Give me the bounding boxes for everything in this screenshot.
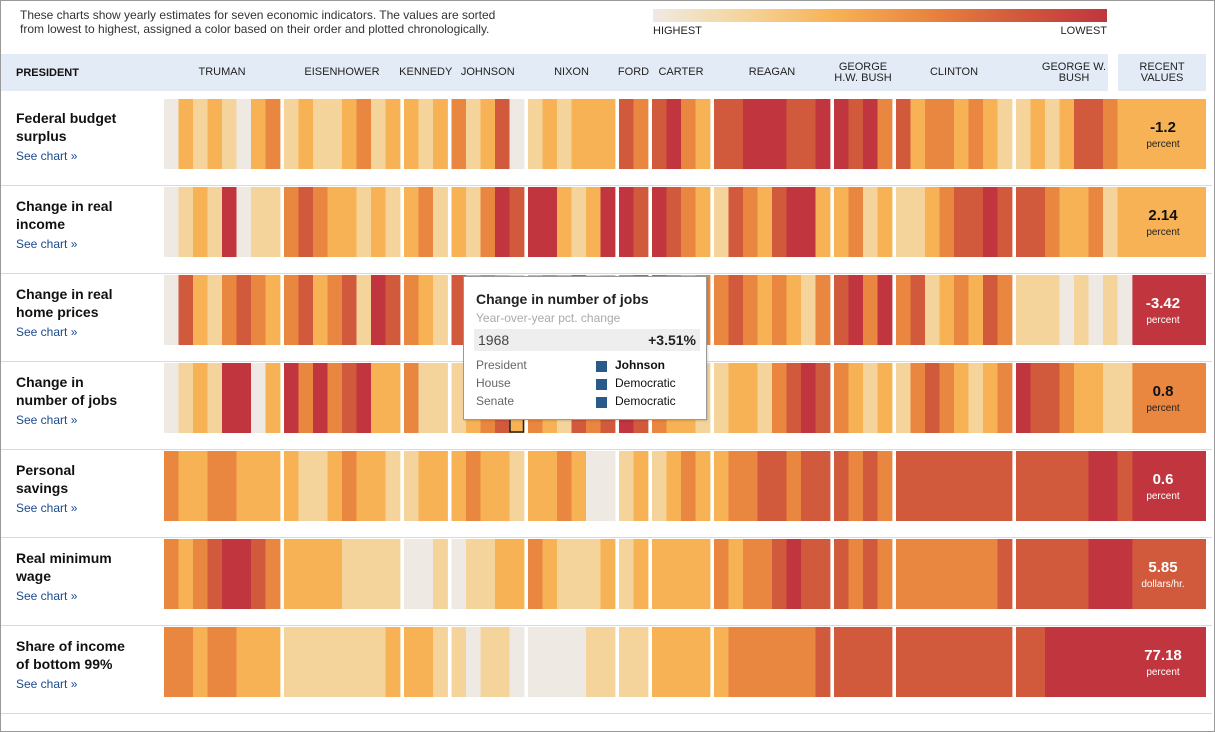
- president-header-band: [1, 54, 1108, 91]
- legend-highest-label: HIGHEST: [653, 25, 702, 37]
- president-header-8: GEORGE H.W. BUSH: [834, 60, 892, 84]
- tooltip-house-label: House: [476, 376, 511, 390]
- see-chart-link[interactable]: See chart »: [16, 677, 78, 691]
- row-separator: [1, 273, 1212, 274]
- tooltip-senate-label: Senate: [476, 394, 515, 408]
- president-header-0: TRUMAN: [198, 66, 246, 78]
- president-party-swatch: [596, 361, 607, 372]
- president-header-6: CARTER: [658, 66, 704, 78]
- president-header-7: REAGAN: [748, 66, 796, 78]
- indicator-label-6: Share of income of bottom 99% See chart »: [16, 637, 151, 691]
- see-chart-link[interactable]: See chart »: [16, 413, 78, 427]
- see-chart-link[interactable]: See chart »: [16, 501, 78, 515]
- president-header-1: EISENHOWER: [304, 66, 380, 78]
- recent-unit: percent: [1146, 666, 1180, 678]
- recent-value-box: 0.6 percent: [1120, 451, 1206, 521]
- indicator-title: Federal budget surplus: [16, 110, 117, 144]
- recent-values-header: RECENT VALUES: [1139, 60, 1185, 84]
- recent-value: -1.2: [1150, 118, 1176, 136]
- recent-value-box: 2.14 percent: [1120, 187, 1206, 257]
- president-header-2: KENNEDY: [399, 66, 453, 78]
- tooltip-president-label: President: [476, 358, 527, 372]
- indicator-label-5: Real minimum wage See chart »: [16, 549, 151, 603]
- recent-value: 2.14: [1148, 206, 1178, 224]
- row-separator: [1, 625, 1212, 626]
- see-chart-link[interactable]: See chart »: [16, 237, 78, 251]
- row-separator: [1, 185, 1212, 186]
- indicator-label-0: Federal budget surplus See chart »: [16, 109, 151, 163]
- year-tooltip: Change in number of jobs Year-over-year …: [463, 276, 707, 420]
- president-header-9: CLINTON: [929, 66, 979, 78]
- indicator-title: Real minimum wage: [16, 550, 112, 584]
- recent-value-box: 77.18 percent: [1120, 627, 1206, 697]
- tooltip-president-value: Johnson: [615, 358, 665, 372]
- recent-value: 77.18: [1144, 646, 1182, 664]
- recent-unit: percent: [1146, 138, 1180, 150]
- president-header-3: JOHNSON: [460, 66, 515, 78]
- color-legend-gradient: [653, 9, 1107, 22]
- tooltip-value: +3.51%: [648, 332, 696, 348]
- senate-party-swatch: [596, 397, 607, 408]
- indicator-label-4: Personal savings See chart »: [16, 461, 151, 515]
- indicator-title: Share of income of bottom 99%: [16, 638, 125, 672]
- see-chart-link[interactable]: See chart »: [16, 149, 78, 163]
- indicator-title: Change in real income: [16, 198, 113, 232]
- recent-value-box: 0.8 percent: [1120, 363, 1206, 433]
- intro-text: These charts show yearly estimates for s…: [20, 8, 496, 36]
- legend-lowest-label: LOWEST: [1060, 25, 1107, 37]
- row-separator: [1, 713, 1212, 714]
- indicator-label-3: Change in number of jobs See chart »: [16, 373, 151, 427]
- president-header-4: NIXON: [554, 66, 589, 78]
- recent-value: 5.85: [1148, 558, 1178, 576]
- recent-unit: percent: [1146, 402, 1180, 414]
- house-party-swatch: [596, 379, 607, 390]
- indicator-label-1: Change in real income See chart »: [16, 197, 151, 251]
- recent-value: 0.8: [1152, 382, 1174, 400]
- row-separator: [1, 537, 1212, 538]
- recent-value: -3.42: [1145, 294, 1181, 312]
- recent-value-box: -1.2 percent: [1120, 99, 1206, 169]
- tooltip-year: 1968: [478, 332, 510, 348]
- see-chart-link[interactable]: See chart »: [16, 325, 78, 339]
- recent-unit: dollars/hr.: [1141, 578, 1185, 590]
- indicator-title: Change in number of jobs: [16, 374, 118, 408]
- recent-value-box: 5.85 dollars/hr.: [1120, 539, 1206, 609]
- president-header-10: GEORGE W. BUSH: [1041, 60, 1107, 84]
- recent-values-header-band: [1118, 54, 1206, 91]
- recent-unit: percent: [1146, 314, 1180, 326]
- tooltip-title: Change in number of jobs: [476, 291, 649, 307]
- indicator-title: Change in real home prices: [16, 286, 113, 320]
- indicator-label-2: Change in real home prices See chart »: [16, 285, 151, 339]
- recent-value: 0.6: [1152, 470, 1174, 488]
- tooltip-subtitle: Year-over-year pct. change: [476, 311, 621, 325]
- see-chart-link[interactable]: See chart »: [16, 589, 78, 603]
- president-column-header: PRESIDENT: [16, 66, 79, 79]
- tooltip-year-row: 1968 +3.51%: [474, 329, 700, 351]
- recent-unit: percent: [1146, 226, 1180, 238]
- president-header-5: FORD: [617, 66, 650, 78]
- recent-value-box: -3.42 percent: [1120, 275, 1206, 345]
- row-separator: [1, 449, 1212, 450]
- tooltip-house-value: Democratic: [615, 376, 676, 390]
- indicator-title: Personal savings: [16, 462, 76, 496]
- tooltip-senate-value: Democratic: [615, 394, 676, 408]
- recent-unit: percent: [1146, 490, 1180, 502]
